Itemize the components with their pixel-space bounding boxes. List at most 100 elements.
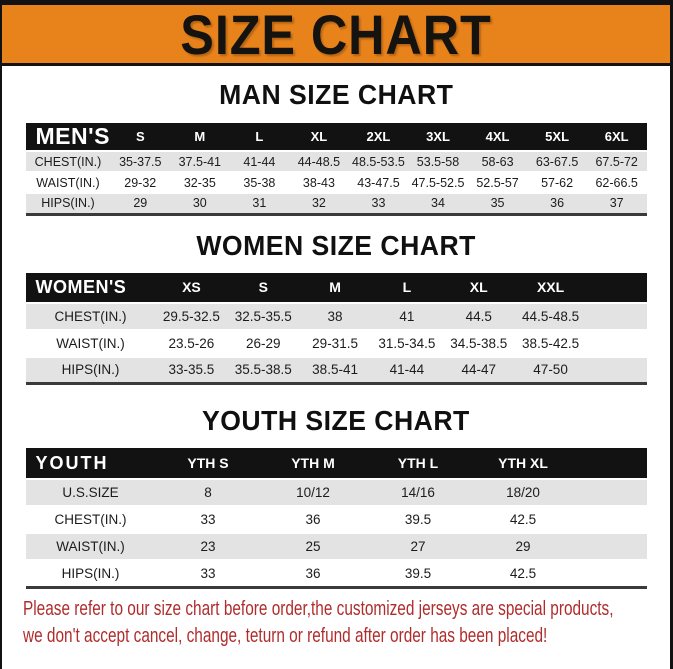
row-label-cell: WAIST(IN.) bbox=[56, 335, 125, 351]
table-row: HIPS(IN.) 29 30 31 32 33 34 35 36 37 bbox=[25, 193, 647, 214]
row-label-cell: CHEST(IN.) bbox=[34, 154, 102, 169]
section-heading-label: YOUTH SIZE CHART bbox=[202, 405, 470, 436]
spacer-cell bbox=[576, 560, 647, 587]
table-row: WAIST(IN.) 29-32 32-35 35-38 38-43 43-47.5 47.… bbox=[25, 172, 647, 193]
spacer-cell bbox=[576, 479, 647, 506]
size-value-cell: 37 bbox=[609, 196, 624, 211]
row-label-cell: WAIST(IN.) bbox=[36, 175, 100, 190]
size-value-cell: 36 bbox=[305, 512, 321, 527]
size-value-cell: 37.5-41 bbox=[178, 154, 222, 169]
size-value-cell: 32-35 bbox=[183, 175, 216, 190]
size-value-cell: 42.5 bbox=[509, 565, 537, 581]
size-chart-sections: MAN SIZE CHART MEN'S S M L XL 2XL 3XL 4XL 5XL 6XL C… bbox=[2, 79, 670, 589]
page-title: SIZE CHART bbox=[180, 5, 492, 63]
size-value-cell: 41 bbox=[399, 308, 415, 324]
size-column-header: S bbox=[110, 123, 171, 151]
size-value-cell: 27 bbox=[410, 539, 426, 554]
size-value-cell: 38-43 bbox=[302, 175, 335, 190]
size-section-youth: YOUTH SIZE CHART YOUTH YTH S YTH M YTH L YTH … bbox=[2, 405, 670, 589]
size-value-cell: 23.5-26 bbox=[168, 335, 215, 351]
table-row: HIPS(IN.) 33-35.5 35.5-38.5 38.5-41 41-44 44-… bbox=[25, 356, 647, 384]
size-column-header: L bbox=[229, 123, 290, 151]
size-value-cell: 18/20 bbox=[506, 485, 540, 500]
header-row: YOUTH YTH S YTH M YTH L YTH XL bbox=[25, 448, 647, 479]
spacer-cell bbox=[576, 533, 647, 560]
size-value-cell: 47.5-52.5 bbox=[411, 175, 465, 190]
size-value-cell: 52.5-57 bbox=[476, 175, 519, 190]
corner-cell: WOMEN'S bbox=[25, 272, 156, 303]
table-row: WAIST(IN.) 23.5-26 26-29 29-31.5 31.5-34.5 34… bbox=[25, 329, 647, 357]
disclaimer-line-2: we don't accept cancel, change, teturn o… bbox=[23, 623, 548, 647]
size-value-cell: 44-48.5 bbox=[297, 154, 341, 169]
size-section-men: MAN SIZE CHART MEN'S S M L XL 2XL 3XL 4XL 5XL 6XL C… bbox=[2, 79, 670, 216]
spacer-cell bbox=[587, 330, 647, 357]
size-column-header: XL bbox=[289, 123, 349, 151]
size-column-header: 4XL bbox=[467, 123, 528, 151]
size-column-header: M bbox=[170, 123, 230, 151]
table-row: HIPS(IN.) 33 36 39.5 42.5 bbox=[25, 560, 647, 587]
spacer-cell bbox=[575, 448, 647, 479]
table-row: U.S.SIZE 8 10/12 14/16 18/20 bbox=[25, 479, 647, 506]
size-column-header: YTH L bbox=[365, 448, 471, 479]
size-value-cell: 36 bbox=[305, 565, 321, 581]
table-row: CHEST(IN.) 33 36 39.5 42.5 bbox=[25, 506, 647, 533]
size-value-cell: 63-67.5 bbox=[535, 154, 579, 169]
spacer-cell bbox=[587, 303, 647, 330]
size-value-cell: 29-31.5 bbox=[312, 335, 358, 351]
size-value-cell: 33 bbox=[371, 196, 386, 211]
size-column-header: YTH XL bbox=[470, 448, 576, 479]
banner-underline bbox=[2, 63, 670, 66]
header-row: WOMEN'S XS S M L XL XXL bbox=[25, 272, 647, 303]
size-value-cell: 38.5-42.5 bbox=[522, 335, 580, 351]
row-label-cell: U.S.SIZE bbox=[62, 485, 119, 500]
size-value-cell: 33 bbox=[200, 565, 216, 581]
section-heading-women: WOMEN SIZE CHART bbox=[2, 230, 670, 262]
section-heading-label: MAN SIZE CHART bbox=[218, 79, 454, 110]
header-row: MEN'S S M L XL 2XL 3XL 4XL 5XL 6XL bbox=[25, 123, 647, 151]
size-value-cell: 67.5-72 bbox=[595, 154, 638, 169]
size-column-header: 3XL bbox=[408, 123, 468, 151]
size-value-cell: 34.5-38.5 bbox=[450, 335, 508, 351]
size-value-cell: 39.5 bbox=[404, 512, 432, 527]
size-value-cell: 34 bbox=[431, 196, 445, 211]
size-value-cell: 36 bbox=[550, 196, 565, 211]
size-section-women: WOMEN SIZE CHART WOMEN'S XS S M L XL XXL CHEST(I… bbox=[2, 230, 670, 385]
size-value-cell: 29 bbox=[133, 196, 148, 211]
table-row: WAIST(IN.) 23 25 27 29 bbox=[25, 533, 647, 560]
size-value-cell: 32.5-35.5 bbox=[234, 308, 292, 324]
size-value-cell: 31.5-34.5 bbox=[378, 335, 436, 351]
size-value-cell: 33 bbox=[200, 512, 216, 527]
size-value-cell: 38.5-41 bbox=[312, 362, 358, 378]
size-value-cell: 38 bbox=[327, 308, 343, 324]
row-label-cell: CHEST(IN.) bbox=[54, 308, 127, 324]
corner-cell: MEN'S bbox=[25, 123, 111, 151]
size-value-cell: 48.5-53.5 bbox=[352, 154, 405, 169]
row-label-cell: HIPS(IN.) bbox=[41, 196, 95, 211]
size-value-cell: 39.5 bbox=[404, 565, 432, 581]
size-column-header: L bbox=[370, 272, 443, 303]
size-value-cell: 43-47.5 bbox=[357, 175, 400, 190]
size-value-cell: 44.5-48.5 bbox=[522, 308, 580, 324]
size-table-men: MEN'S S M L XL 2XL 3XL 4XL 5XL 6XL CHEST(IN.) 35-37… bbox=[25, 123, 647, 216]
size-value-cell: 35-37.5 bbox=[119, 154, 162, 169]
row-label-cell: HIPS(IN.) bbox=[61, 565, 120, 581]
top-border-bar bbox=[2, 0, 670, 5]
size-column-header: XS bbox=[155, 272, 228, 303]
size-value-cell: 57-62 bbox=[541, 175, 574, 190]
table-row: CHEST(IN.) 35-37.5 37.5-41 41-44 44-48.5 48.5… bbox=[25, 151, 647, 172]
size-value-cell: 41-44 bbox=[243, 154, 276, 169]
size-value-cell: 44-47 bbox=[461, 362, 496, 378]
size-value-cell: 35.5-38.5 bbox=[234, 362, 292, 378]
size-column-header: XXL bbox=[514, 272, 587, 303]
size-column-header: XL bbox=[442, 272, 515, 303]
size-value-cell: 35-38 bbox=[243, 175, 276, 190]
size-value-cell: 44.5 bbox=[465, 308, 492, 324]
disclaimer-text: Please refer to our size chart before or… bbox=[23, 595, 657, 649]
size-value-cell: 32 bbox=[311, 196, 326, 211]
spacer-cell bbox=[576, 506, 647, 533]
size-column-header: 5XL bbox=[527, 123, 587, 151]
size-value-cell: 42.5 bbox=[509, 512, 537, 527]
size-value-cell: 29.5-32.5 bbox=[162, 308, 220, 324]
size-column-header: 6XL bbox=[586, 123, 647, 151]
